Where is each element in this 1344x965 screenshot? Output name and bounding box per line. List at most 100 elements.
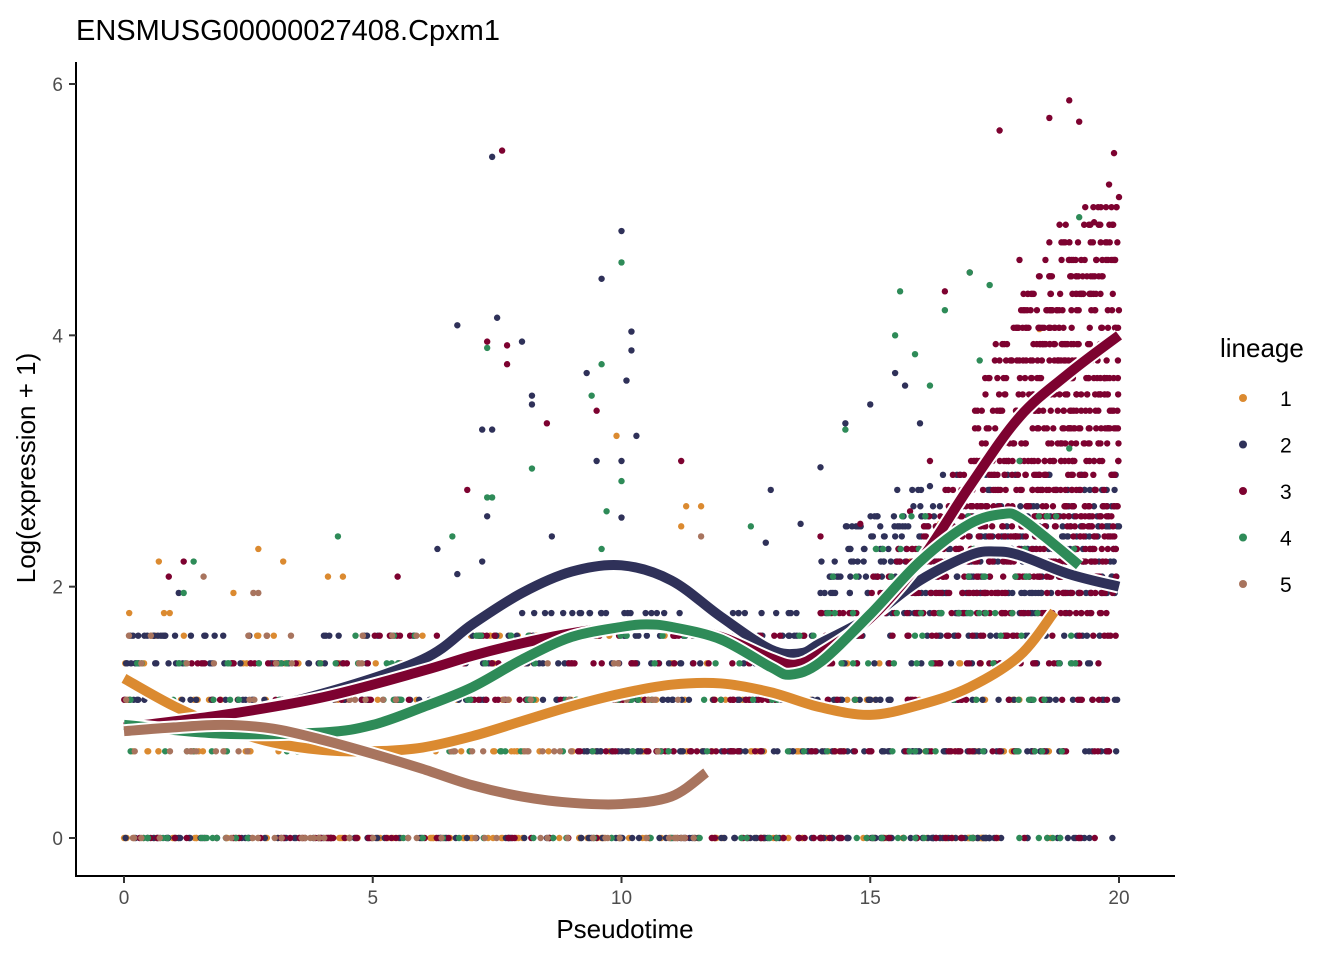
data-point	[712, 660, 719, 667]
data-point	[539, 696, 547, 703]
data-point	[588, 392, 595, 399]
data-point	[147, 632, 155, 639]
data-point	[844, 696, 851, 703]
data-point	[1060, 324, 1067, 331]
data-point	[1062, 357, 1069, 364]
data-point	[831, 558, 838, 565]
data-point	[992, 340, 999, 348]
data-point	[463, 834, 471, 842]
data-point	[392, 834, 400, 842]
data-point	[887, 558, 895, 565]
data-point	[1016, 374, 1024, 382]
data-point	[364, 660, 372, 667]
data-point	[210, 660, 218, 667]
data-point	[153, 660, 160, 667]
data-point	[288, 660, 296, 667]
data-point	[1052, 696, 1060, 703]
data-point	[628, 347, 635, 354]
data-point	[457, 748, 465, 755]
data-point	[1109, 523, 1117, 530]
data-point	[1064, 471, 1072, 479]
data-point	[1054, 357, 1062, 364]
data-point	[1078, 696, 1086, 703]
data-point	[936, 503, 944, 510]
data-point	[374, 696, 381, 703]
data-point	[928, 660, 935, 667]
data-point	[749, 696, 757, 703]
data-point	[1056, 221, 1063, 228]
data-point	[133, 696, 141, 703]
data-point	[1047, 407, 1054, 414]
data-point	[999, 558, 1007, 565]
data-point	[1046, 114, 1053, 122]
data-point	[843, 834, 851, 842]
x-axis-label: Pseudotime	[556, 914, 693, 944]
data-point	[1112, 573, 1120, 580]
data-point	[1090, 219, 1098, 226]
data-point	[867, 401, 874, 408]
data-point	[255, 589, 262, 597]
data-point	[651, 696, 659, 703]
data-point	[516, 696, 523, 703]
data-point	[922, 533, 930, 540]
y-tick-label: 0	[52, 829, 63, 850]
data-point	[676, 609, 683, 617]
data-point	[1022, 440, 1030, 447]
data-point	[1115, 457, 1122, 465]
data-point	[879, 748, 886, 755]
data-point	[712, 748, 720, 755]
data-point	[1091, 391, 1099, 398]
data-point	[1078, 609, 1085, 617]
data-point	[179, 696, 186, 703]
data-point	[488, 660, 496, 667]
data-point	[1025, 503, 1033, 510]
data-point	[198, 834, 205, 842]
data-point	[623, 632, 630, 639]
data-point	[346, 834, 353, 842]
data-point	[697, 533, 705, 540]
data-point	[731, 834, 739, 842]
data-point	[868, 533, 875, 540]
data-point	[665, 748, 672, 755]
data-point	[491, 632, 498, 639]
data-point	[1007, 357, 1014, 364]
data-point	[984, 503, 991, 510]
data-point	[776, 632, 784, 639]
data-point	[941, 288, 949, 295]
data-point	[796, 632, 803, 639]
data-point	[849, 660, 857, 667]
data-point	[340, 660, 347, 667]
data-point	[780, 834, 787, 842]
data-point	[160, 609, 168, 617]
data-point	[888, 573, 895, 580]
data-point	[1087, 290, 1094, 298]
data-point	[1071, 523, 1079, 530]
data-point	[166, 748, 174, 755]
data-point	[874, 573, 881, 580]
data-point	[1086, 407, 1094, 414]
data-point	[898, 533, 905, 540]
data-point	[593, 407, 600, 414]
legend: 1 2 3 4 5	[1239, 388, 1292, 597]
data-point	[757, 748, 765, 755]
data-point	[996, 748, 1003, 755]
data-point	[1007, 533, 1015, 540]
data-point	[1089, 545, 1096, 553]
data-point	[1083, 457, 1090, 465]
data-point	[985, 425, 992, 432]
data-point	[770, 748, 778, 755]
data-point	[232, 834, 240, 842]
data-point	[973, 573, 980, 580]
data-point	[986, 281, 993, 289]
data-point	[1090, 632, 1097, 639]
data-point	[676, 748, 684, 755]
data-point	[1041, 457, 1048, 465]
data-point	[1078, 290, 1086, 298]
data-point	[1016, 256, 1023, 264]
data-point	[917, 503, 924, 510]
data-point	[141, 632, 148, 639]
data-point	[1064, 533, 1071, 540]
data-point	[671, 660, 678, 667]
data-point	[1002, 486, 1009, 494]
data-point	[352, 834, 360, 842]
